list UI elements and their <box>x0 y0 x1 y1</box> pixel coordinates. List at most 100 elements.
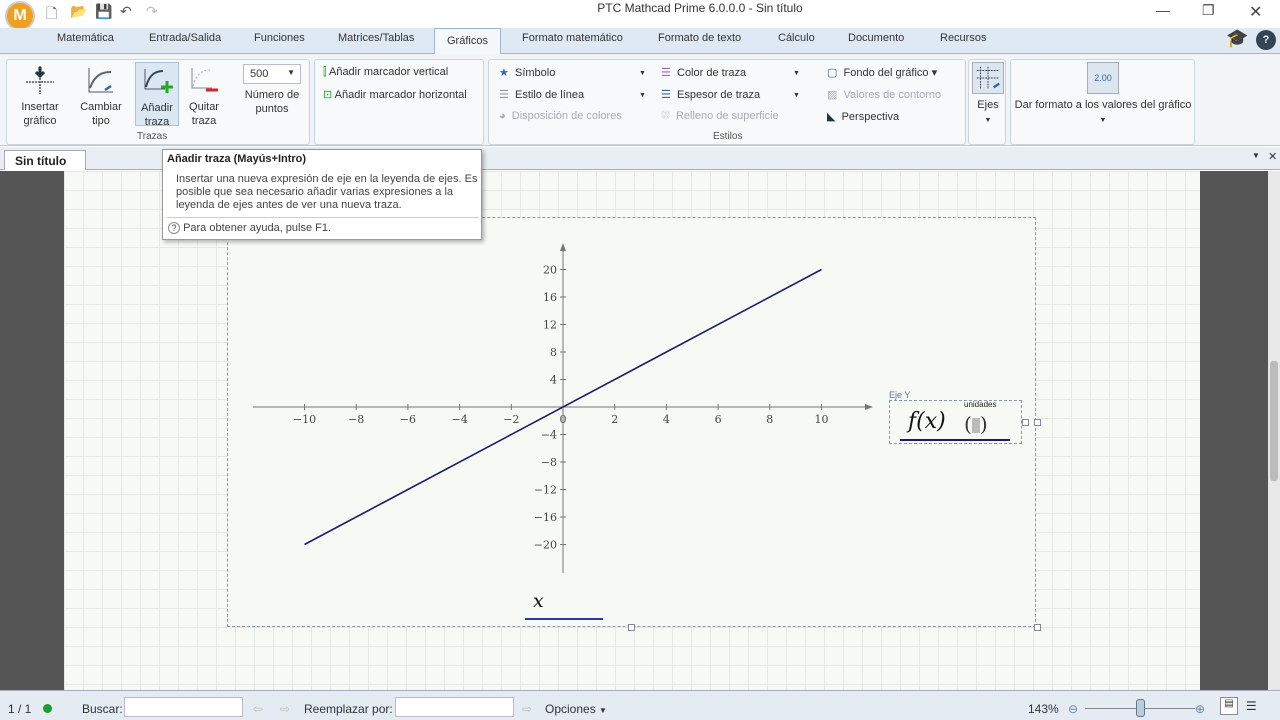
y-tick-label: 4 <box>550 374 557 387</box>
add-vertical-marker-button[interactable]: ⫿ Añadir marcador vertical <box>323 66 449 78</box>
y-axis-expression-box[interactable]: f(x) unidades () <box>889 400 1022 444</box>
y-expression[interactable]: f(x) <box>908 409 946 434</box>
tab-funciones[interactable]: Funciones <box>254 32 305 44</box>
surface-fill-dropdown[interactable]: ⛆ Relleno de superficie <box>661 110 779 122</box>
num-points-select[interactable]: 500 ▼ <box>243 64 301 84</box>
tab-recursos[interactable]: Recursos <box>940 32 987 44</box>
axes-button[interactable]: Ejes ▼ <box>971 62 1005 128</box>
chevron-down-icon: ▼ <box>1099 117 1107 124</box>
x-tick-label: −2 <box>503 413 519 426</box>
plot-background-icon: ▢ <box>827 67 838 79</box>
styles-group-label: Estilos <box>713 131 743 142</box>
color-scheme-dropdown[interactable]: ◕ Disposición de colores <box>499 110 622 122</box>
trace-line-sample <box>900 439 1010 441</box>
star-icon: ★ <box>499 67 509 79</box>
tab-formato-texto[interactable]: Formato de texto <box>658 32 742 44</box>
y-tick-label: −20 <box>534 539 557 552</box>
x-tick-label: 6 <box>715 413 722 426</box>
tab-matematica[interactable]: Matemática <box>57 32 114 44</box>
close-icon[interactable]: ✕ <box>1249 4 1263 21</box>
symbol-dropdown[interactable]: ★ Símbolo <box>499 67 556 79</box>
y-tick-label: 12 <box>543 319 557 332</box>
insert-chart-icon <box>26 66 54 94</box>
contour-values-button[interactable]: ▨ Valores de contorno <box>827 89 942 101</box>
tab-graficos[interactable]: Gráficos <box>434 28 501 55</box>
app-logo-icon[interactable]: M <box>5 1 35 31</box>
redo-icon[interactable]: ↷ <box>146 3 158 19</box>
save-icon[interactable]: 💾 <box>95 3 113 19</box>
remove-trace-button[interactable]: Quitar traza <box>183 64 225 128</box>
perspective-button[interactable]: ◣ Perspectiva <box>827 111 900 123</box>
zoom-out-icon[interactable]: ⊖ <box>1068 702 1079 716</box>
format-values-group: 2.00 Dar formato a los valores del gráfi… <box>1010 59 1195 145</box>
open-folder-icon[interactable]: 📂 <box>70 3 88 19</box>
y-axis-arrow <box>560 243 566 251</box>
ribbon: Insertar gráfico Cambiar tipo Añadir tra… <box>0 54 1280 146</box>
add-horizontal-marker-button[interactable]: ⊡ Añadir marcador horizontal <box>323 89 467 101</box>
resize-handle[interactable] <box>628 624 635 631</box>
zoom-in-icon[interactable]: ⊕ <box>1195 702 1206 716</box>
x-tick-label: −6 <box>400 413 416 426</box>
maximize-icon[interactable]: ❐ <box>1202 2 1215 18</box>
remove-trace-icon <box>191 68 218 92</box>
scrollbar-thumb[interactable] <box>1270 361 1278 481</box>
format-values-button[interactable]: 2.00 Dar formato a los valores del gráfi… <box>1013 62 1193 128</box>
window-title: PTC Mathcad Prime 6.0.0.0 - Sin título <box>597 1 803 15</box>
draft-view-icon[interactable]: ☰ <box>1246 699 1257 713</box>
trace-weight-dropdown[interactable]: ☰ Espesor de traza <box>661 89 761 101</box>
chevron-down-icon: ▼ <box>639 92 646 99</box>
tab-entrada-salida[interactable]: Entrada/Salida <box>149 32 222 44</box>
add-trace-icon <box>144 69 173 93</box>
insert-chart-button[interactable]: Insertar gráfico <box>15 64 65 128</box>
y-tick-label: 8 <box>550 346 557 359</box>
horizontal-marker-icon: ⊡ <box>323 89 333 101</box>
tooltip-title: Añadir traza (Mayús+Intro) <box>167 153 307 165</box>
y-tick-label: 20 <box>543 264 557 277</box>
plot-background-dropdown[interactable]: ▢ Fondo del gráfico ▾ <box>827 67 938 79</box>
resize-handle[interactable] <box>1034 624 1041 631</box>
tab-matrices-tablas[interactable]: Matrices/Tablas <box>338 32 415 44</box>
tab-calculo[interactable]: Cálculo <box>778 32 815 44</box>
xy-plot-region[interactable]: −10 −8 −6 −4 −2 0 2 4 6 8 10 −20 −16 −12 −8 −4 4 8 12 16 20 … <box>227 217 1041 631</box>
y-tick-label: 16 <box>543 291 557 304</box>
units-label: unidades <box>964 400 997 409</box>
help-icon[interactable]: ? <box>1256 30 1276 50</box>
find-next-icon[interactable]: ⇨ <box>280 702 291 716</box>
markers-group: ⫿ Añadir marcador vertical ⊡ Añadir marc… <box>314 59 484 145</box>
close-document-icon[interactable]: ✕ <box>1268 151 1278 163</box>
replace-icon[interactable]: ⇨ <box>522 702 533 716</box>
units-placeholder[interactable]: () <box>964 412 988 436</box>
axes-group: Ejes ▼ <box>968 59 1006 145</box>
x-axis-arrow <box>865 404 873 410</box>
chevron-down-icon[interactable]: ▼ <box>1252 151 1260 160</box>
tab-documento[interactable]: Documento <box>848 32 905 44</box>
search-input[interactable] <box>124 697 243 717</box>
line-style-dropdown[interactable]: ☰ Estilo de línea <box>499 89 585 101</box>
vertical-scrollbar[interactable] <box>1268 171 1280 690</box>
zoom-slider-thumb[interactable] <box>1136 699 1145 717</box>
resize-handle[interactable] <box>1034 419 1041 426</box>
tooltip-help: ? Para obtener ayuda, pulse F1. <box>168 222 331 234</box>
vertical-marker-icon: ⫿ <box>323 66 327 78</box>
search-label: Buscar: <box>82 702 123 716</box>
trace-color-dropdown[interactable]: ☰ Color de traza <box>661 67 747 79</box>
undo-icon[interactable]: ↶ <box>120 3 132 19</box>
page-indicator: 1 / 1 <box>8 702 32 716</box>
options-dropdown[interactable]: Opciones ▼ <box>545 702 607 716</box>
graduation-cap-icon[interactable]: 🎓 <box>1226 28 1249 48</box>
add-trace-button[interactable]: Añadir traza <box>135 62 179 128</box>
change-type-button[interactable]: Cambiar tipo <box>71 64 131 128</box>
tab-formato-matematico[interactable]: Formato matemático <box>522 32 623 44</box>
resize-handle[interactable] <box>1022 419 1029 426</box>
x-expression[interactable]: x <box>533 590 544 612</box>
new-document-icon[interactable]: 🗋 <box>46 5 58 21</box>
chevron-down-icon: ▼ <box>599 706 607 715</box>
minimize-icon[interactable]: — <box>1156 2 1170 18</box>
find-previous-icon[interactable]: ⇦ <box>253 702 264 716</box>
page-view-icon[interactable]: ▤ <box>1220 697 1238 715</box>
document-tab[interactable]: Sin título <box>4 150 86 170</box>
y-tick-label: −8 <box>541 456 557 469</box>
x-expression-underline <box>525 618 603 620</box>
replace-input[interactable] <box>395 697 514 717</box>
